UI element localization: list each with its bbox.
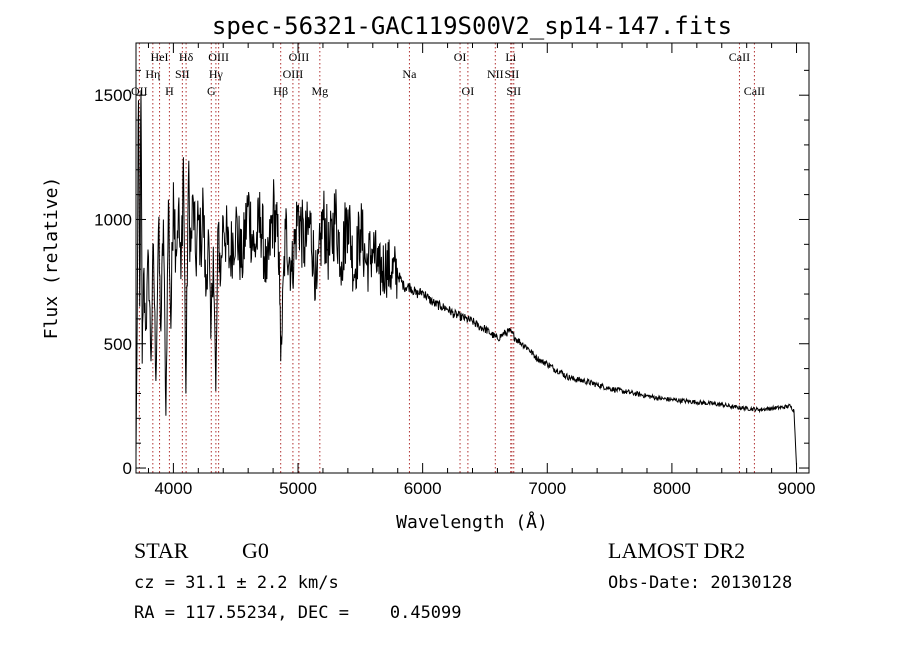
spectral-line-label: OI (454, 50, 467, 64)
x-tick-label: 9000 (778, 479, 816, 498)
sky-coordinates: RA = 117.55234, DEC = 0.45099 (134, 603, 462, 623)
y-tick-label: 0 (123, 459, 132, 478)
spectral-line-label: HeI (151, 50, 169, 64)
object-class: STAR (134, 538, 189, 563)
spectral-line-label: G (207, 84, 216, 98)
x-axis: 4000 5000 6000 7000 8000 9000 (147, 43, 816, 498)
redshift-value: cz = 31.1 ± 2.2 km/s (134, 573, 339, 593)
spectral-line-label: OII (131, 84, 148, 98)
spectral-line-label: NII (487, 67, 504, 81)
spectral-line-label: OIII (283, 67, 304, 81)
spectral-line-label: CaII (744, 84, 765, 98)
object-subclass: G0 (242, 538, 269, 563)
x-tick-label: 4000 (154, 479, 192, 498)
x-tick-label: 5000 (279, 479, 317, 498)
x-tick-label: 7000 (528, 479, 566, 498)
spectral-line-label: Hγ (209, 67, 224, 81)
spectrum-series-line (135, 90, 797, 466)
spectral-line-label: Hη (145, 67, 160, 81)
plot-frame (135, 42, 810, 474)
spectral-line-label: Hδ (179, 50, 194, 64)
survey-name: LAMOST DR2 (608, 538, 746, 563)
y-tick-label: 500 (104, 335, 132, 354)
spectral-line-label: OIII (208, 50, 229, 64)
spectral-line-label: SII (175, 67, 190, 81)
spectral-line-label: OIII (289, 50, 310, 64)
spectral-line-label: Na (402, 67, 417, 81)
spectral-line-labels: OIIHηHeIHSIIHδGHγOIIIHβOIIIOIIIMgNaOIOIN… (131, 50, 765, 98)
chart-title: spec-56321-GAC119S00V2_sp14-147.fits (212, 12, 732, 40)
spectral-line-label: Li (505, 50, 516, 64)
x-tick-label: 6000 (404, 479, 442, 498)
y-tick-label: 1500 (94, 86, 132, 105)
spectral-line-label: Mg (311, 84, 328, 98)
spectral-line-label: SII (506, 84, 521, 98)
y-axis: 0 500 1000 1500 (94, 69, 809, 478)
spectral-line-label: Hβ (273, 84, 288, 98)
y-tick-label: 1000 (94, 210, 132, 229)
y-axis-label: Flux (relative) (41, 177, 62, 340)
spectral-line-label: OI (462, 84, 475, 98)
spectral-line-label: CaII (729, 50, 750, 64)
spectral-line-label: SII (505, 67, 520, 81)
x-tick-label: 8000 (653, 479, 691, 498)
x-axis-label: Wavelength (Å) (396, 511, 548, 533)
spectral-line-label: H (165, 84, 174, 98)
observation-date: Obs-Date: 20130128 (608, 573, 793, 593)
